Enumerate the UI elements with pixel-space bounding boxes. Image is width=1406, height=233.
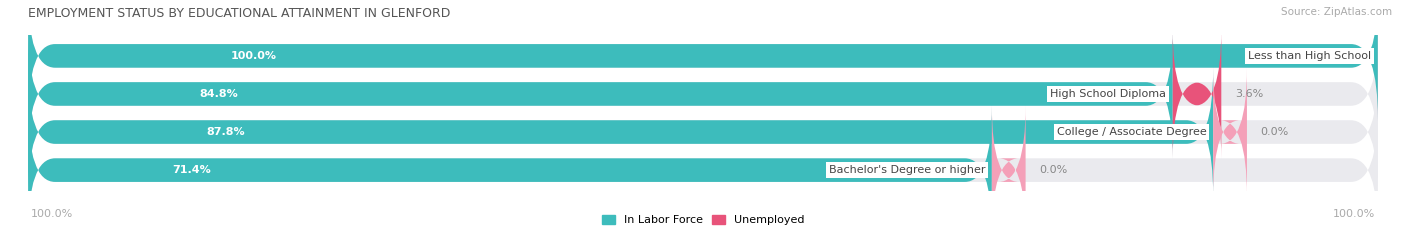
Text: 87.8%: 87.8%: [205, 127, 245, 137]
FancyBboxPatch shape: [28, 68, 1213, 196]
Text: 84.8%: 84.8%: [200, 89, 239, 99]
FancyBboxPatch shape: [991, 106, 1025, 233]
Text: Bachelor's Degree or higher: Bachelor's Degree or higher: [828, 165, 986, 175]
Text: 0.0%: 0.0%: [1260, 127, 1289, 137]
FancyBboxPatch shape: [28, 68, 1378, 196]
Legend: In Labor Force, Unemployed: In Labor Force, Unemployed: [602, 215, 804, 225]
Text: Source: ZipAtlas.com: Source: ZipAtlas.com: [1281, 7, 1392, 17]
FancyBboxPatch shape: [1213, 68, 1247, 196]
Text: 100.0%: 100.0%: [231, 51, 277, 61]
FancyBboxPatch shape: [28, 0, 1378, 120]
FancyBboxPatch shape: [1173, 30, 1222, 158]
Text: EMPLOYMENT STATUS BY EDUCATIONAL ATTAINMENT IN GLENFORD: EMPLOYMENT STATUS BY EDUCATIONAL ATTAINM…: [28, 7, 450, 20]
Text: 0.0%: 0.0%: [1039, 165, 1067, 175]
FancyBboxPatch shape: [28, 106, 991, 233]
Text: College / Associate Degree: College / Associate Degree: [1057, 127, 1206, 137]
FancyBboxPatch shape: [28, 0, 1378, 120]
FancyBboxPatch shape: [28, 30, 1378, 158]
FancyBboxPatch shape: [28, 106, 1378, 233]
Text: 100.0%: 100.0%: [31, 209, 73, 219]
Text: 3.6%: 3.6%: [1234, 89, 1263, 99]
Text: Less than High School: Less than High School: [1249, 51, 1371, 61]
Text: 71.4%: 71.4%: [173, 165, 211, 175]
Text: High School Diploma: High School Diploma: [1050, 89, 1166, 99]
FancyBboxPatch shape: [1378, 0, 1406, 120]
Text: 100.0%: 100.0%: [1333, 209, 1375, 219]
FancyBboxPatch shape: [28, 30, 1173, 158]
